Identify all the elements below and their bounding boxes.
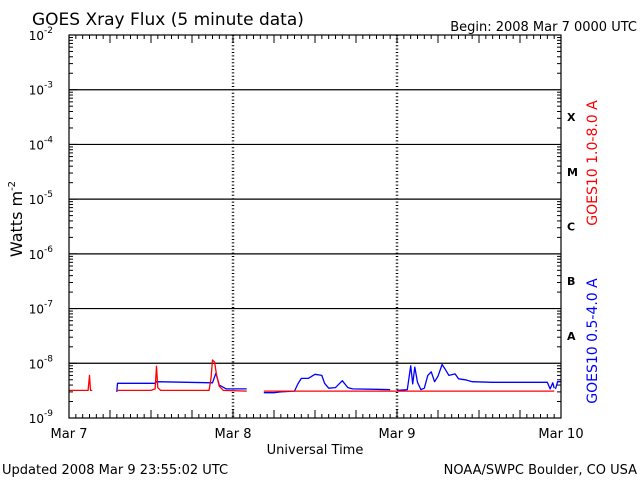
- x-tick-label: Mar 7: [51, 427, 88, 442]
- x-tick-label: Mar 9: [379, 427, 416, 442]
- series-line-short: [263, 373, 391, 394]
- y-tick-exponent: -5: [44, 190, 53, 200]
- begin-time-label: Begin: 2008 Mar 7 0000 UTC: [450, 20, 637, 35]
- series-line-long: [69, 374, 93, 392]
- y-tick-exponent: -3: [44, 81, 53, 91]
- y-tick-label: 10-3: [29, 81, 53, 98]
- y-axis-label: Watts m-2: [7, 181, 26, 257]
- y-tick-label: 10-5: [29, 190, 53, 207]
- y-tick-exponent: -9: [44, 409, 53, 419]
- flare-class-label: C: [567, 221, 575, 234]
- y-tick-label: 10-7: [29, 300, 53, 317]
- y-tick-label: 10-4: [29, 135, 54, 152]
- y-tick-exponent: -8: [44, 354, 53, 364]
- updated-timestamp: Updated 2008 Mar 9 23:55:02 UTC: [2, 463, 228, 478]
- y-tick-exponent: -6: [44, 245, 53, 255]
- y-tick-exponent: -2: [44, 26, 53, 36]
- y-tick-label: 10-2: [29, 26, 53, 43]
- x-tick-label: Mar 10: [538, 427, 583, 442]
- series-line-short: [116, 372, 247, 392]
- legend-short-channel: GOES10 0.5-4.0 A: [585, 278, 601, 404]
- x-tick-label: Mar 8: [215, 427, 252, 442]
- flare-class-label: A: [567, 330, 576, 343]
- chart-title: GOES Xray Flux (5 minute data): [32, 10, 304, 30]
- grid-lines: [69, 35, 561, 418]
- series-line-short: [396, 363, 555, 392]
- y-tick-exponent: -7: [44, 300, 53, 310]
- y-tick-label: 10-6: [29, 245, 54, 262]
- credit-label: NOAA/SWPC Boulder, CO USA: [444, 463, 637, 478]
- plot-frame: [68, 34, 562, 419]
- flare-class-label: B: [567, 275, 575, 288]
- y-tick-exponent: -4: [44, 135, 53, 145]
- y-tick-label: 10-9: [29, 409, 54, 426]
- axis-labels: 10-9 10-8 10-7 10-6 10-5 10-4 10-3 10-2 Mar 7 Mar…: [29, 26, 584, 442]
- y-tick-label: 10-8: [29, 354, 54, 371]
- legend-long-channel: GOES10 1.0-8.0 A: [585, 100, 601, 226]
- axis-ticks: [68, 34, 562, 419]
- series-line-long: [116, 359, 247, 392]
- flare-class-label: X: [567, 111, 576, 124]
- series-layer: [69, 359, 561, 394]
- flare-class-label: M: [567, 166, 578, 179]
- x-axis-label: Universal Time: [267, 443, 364, 458]
- series-line-short: [554, 381, 561, 390]
